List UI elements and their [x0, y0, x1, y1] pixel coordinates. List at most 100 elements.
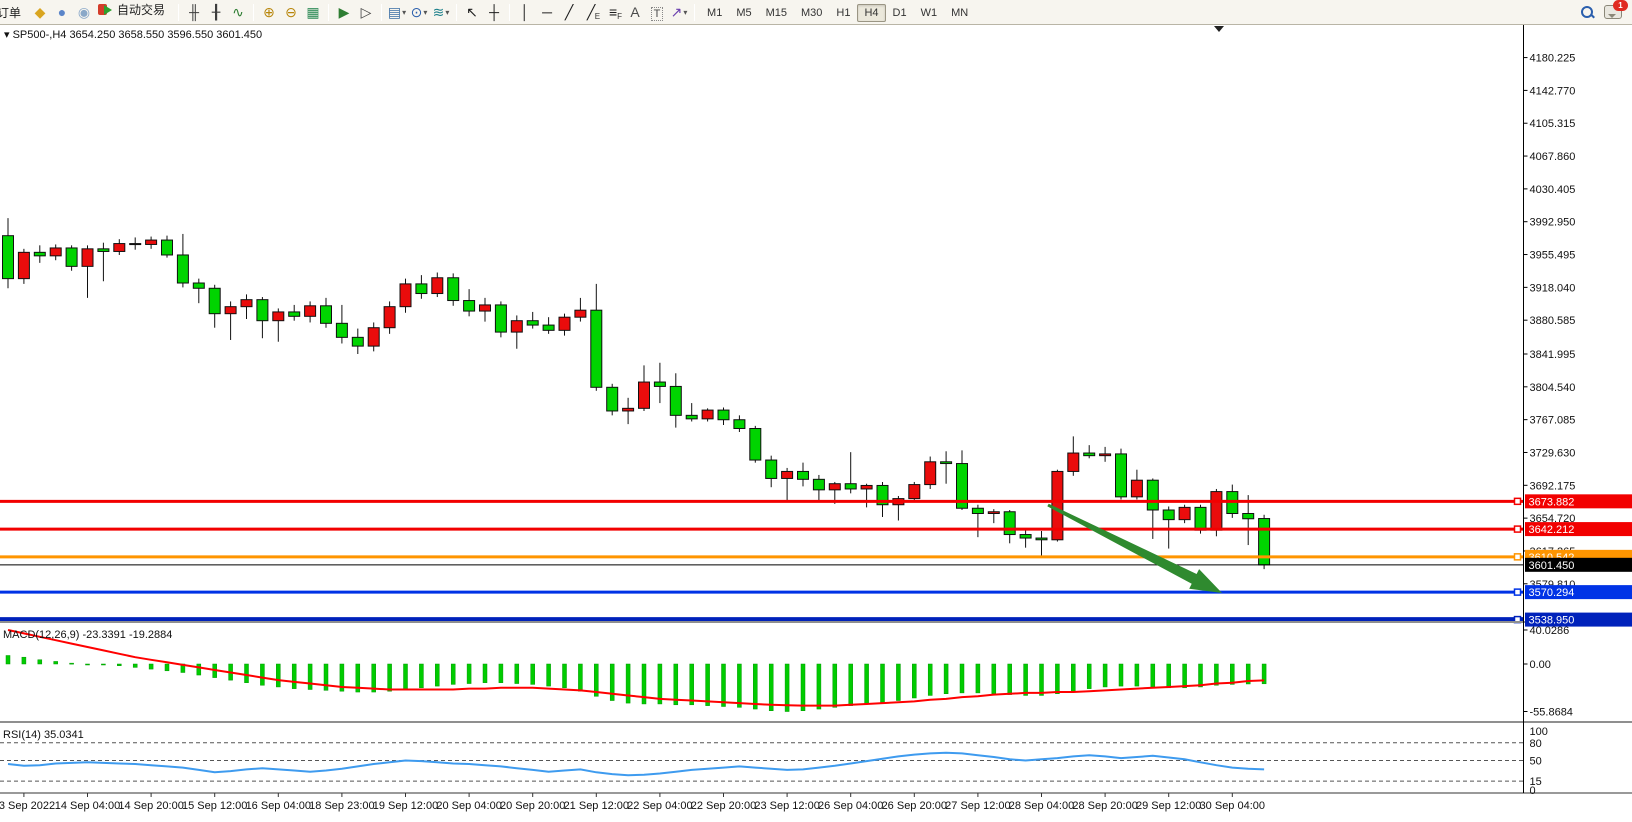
price-tick: 3841.995	[1530, 349, 1576, 361]
rsi-scale-tick: 0	[1530, 785, 1536, 797]
auto-scroll-icon[interactable]: ▶	[333, 2, 355, 22]
arrows-icon[interactable]: ↗▾	[668, 2, 690, 22]
timeframe-m30[interactable]: M30	[794, 4, 829, 22]
orders-button[interactable]: 订单	[0, 3, 24, 22]
candle	[480, 305, 491, 311]
pane-separator[interactable]	[0, 621, 1632, 623]
autotrading-button[interactable]: 自动交易	[95, 1, 174, 18]
chat-icon[interactable]: 1	[1604, 5, 1622, 19]
mql5-community-icon[interactable]: ●	[51, 2, 73, 22]
candle	[718, 410, 729, 420]
time-tick: 18 Sep 23:00	[309, 800, 374, 812]
ohlc-readout: ▾ SP500-,H4 3654.250 3658.550 3596.550 3…	[4, 29, 262, 41]
candle	[34, 252, 45, 256]
timeframe-d1[interactable]: D1	[886, 4, 914, 22]
new-order-icon[interactable]: ◆	[29, 2, 51, 22]
candle	[972, 508, 983, 513]
line-chart-icon[interactable]: ∿	[227, 2, 249, 22]
candle	[527, 321, 538, 325]
toolbar-separator	[328, 4, 329, 21]
time-tick: 20 Sep 04:00	[436, 800, 501, 812]
rsi-scale-tick: 50	[1530, 756, 1542, 768]
bar-chart-icon[interactable]: ╫	[183, 2, 205, 22]
toolbar-separator	[178, 4, 179, 21]
price-chart[interactable]: ▾ SP500-,H4 3654.250 3658.550 3596.550 3…	[0, 25, 1632, 817]
tile-windows-icon[interactable]: ▦	[302, 2, 324, 22]
equidistant-channel-icon[interactable]: ╱E	[580, 2, 602, 22]
horizontal-line-icon[interactable]: ─	[536, 2, 558, 22]
candle	[813, 479, 824, 490]
time-tick: 22 Sep 20:00	[691, 800, 756, 812]
candle	[623, 408, 634, 411]
time-tick: 20 Sep 20:00	[500, 800, 565, 812]
chart-canvas[interactable]: ▾ SP500-,H4 3654.250 3658.550 3596.550 3…	[0, 25, 1632, 817]
timeframe-m1[interactable]: M1	[700, 4, 729, 22]
candle	[98, 249, 109, 252]
candle	[575, 310, 586, 317]
toolbar-separator	[253, 4, 254, 21]
time-tick: 23 Sep 12:00	[754, 800, 819, 812]
signals-icon[interactable]: ◉	[73, 2, 95, 22]
vertical-line-icon[interactable]: │	[514, 2, 536, 22]
time-tick: 22 Sep 04:00	[627, 800, 692, 812]
candle	[702, 410, 713, 419]
candle	[1163, 510, 1174, 520]
candle	[1211, 492, 1222, 531]
candle	[1084, 453, 1095, 456]
zoom-out-icon[interactable]: ⊖	[280, 2, 302, 22]
candle	[114, 244, 125, 252]
candle	[241, 300, 252, 307]
timeframe-h4[interactable]: H4	[857, 4, 885, 22]
time-tick: 19 Sep 12:00	[373, 800, 438, 812]
price-tick: 4105.315	[1530, 118, 1576, 130]
current-price-label: 3601.450	[1529, 560, 1575, 572]
trendline-icon[interactable]: ╱	[558, 2, 580, 22]
text-label-icon[interactable]: T	[646, 4, 668, 24]
zoom-in-icon[interactable]: ⊕	[258, 2, 280, 22]
chat-badge: 1	[1613, 0, 1628, 11]
toolbar-separator	[456, 4, 457, 21]
candle	[1068, 453, 1079, 471]
candle	[1020, 535, 1031, 539]
timeframe-m5[interactable]: M5	[729, 4, 758, 22]
rsi-scale-tick: 80	[1530, 738, 1542, 750]
text-icon[interactable]: A	[624, 2, 646, 22]
time-tick: 28 Sep 04:00	[1009, 800, 1074, 812]
candle	[988, 512, 999, 514]
price-tick: 4180.225	[1530, 53, 1576, 65]
candle	[448, 278, 459, 301]
candle	[257, 300, 268, 321]
timeframe-m15[interactable]: M15	[759, 4, 794, 22]
candle	[495, 305, 506, 332]
price-tick: 3692.175	[1530, 480, 1576, 492]
candle	[1116, 454, 1127, 497]
candle	[50, 248, 61, 256]
cursor-icon[interactable]: ↖	[461, 2, 483, 22]
toolbar: 订单 ◆●◉自动交易 ╫╂∿ ⊕⊖▦ ▶▷ ▤▾⊙▾≋▾ ↖┼ │─╱╱E≡FAT↗▾ M1…	[0, 0, 1632, 25]
timeframe-mn[interactable]: MN	[944, 4, 975, 22]
line-price-label: 3673.882	[1529, 496, 1575, 508]
timeframe-h1[interactable]: H1	[829, 4, 857, 22]
candle	[336, 323, 347, 337]
fibonacci-retracement-icon[interactable]: ≡F	[602, 2, 624, 22]
crosshair-icon[interactable]: ┼	[483, 2, 505, 22]
candlestick-chart-icon[interactable]: ╂	[205, 2, 227, 22]
price-tick: 3880.585	[1530, 315, 1576, 327]
pane-separator[interactable]	[0, 721, 1632, 723]
candle	[1100, 454, 1111, 456]
candle	[798, 471, 809, 479]
candle	[1243, 514, 1254, 519]
candle	[3, 236, 14, 279]
profiles-icon[interactable]: ⊙▾	[408, 2, 430, 22]
candle	[384, 307, 395, 328]
new-chart-icon[interactable]: ▤▾	[386, 2, 408, 22]
candle	[591, 310, 602, 387]
candle	[432, 278, 443, 294]
chart-template-icon[interactable]: ≋▾	[430, 2, 452, 22]
macd-scale-tick: 40.0286	[1530, 625, 1570, 637]
chart-shift-icon[interactable]: ▷	[355, 2, 377, 22]
candle	[845, 484, 856, 489]
timeframe-w1[interactable]: W1	[914, 4, 945, 22]
time-tick: 21 Sep 12:00	[564, 800, 629, 812]
search-icon[interactable]	[1581, 6, 1594, 19]
